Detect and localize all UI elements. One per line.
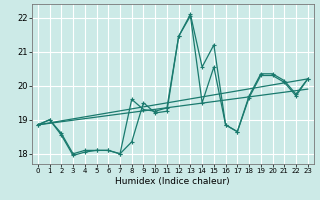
X-axis label: Humidex (Indice chaleur): Humidex (Indice chaleur) [116, 177, 230, 186]
